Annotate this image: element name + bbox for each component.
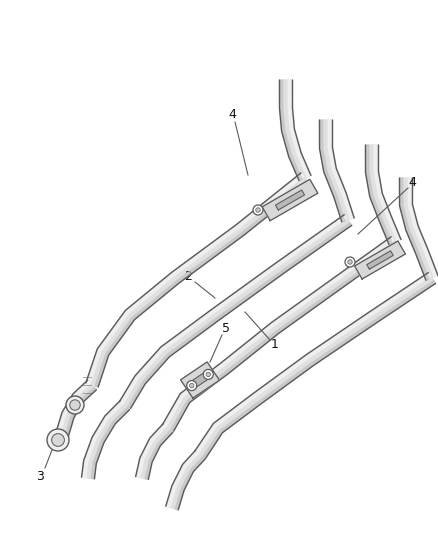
Polygon shape — [180, 362, 219, 398]
Polygon shape — [203, 281, 435, 458]
Polygon shape — [167, 451, 198, 507]
Polygon shape — [95, 181, 309, 387]
Circle shape — [256, 208, 260, 212]
Polygon shape — [83, 401, 124, 478]
Polygon shape — [87, 174, 304, 384]
Polygon shape — [366, 145, 392, 244]
Text: 5: 5 — [222, 321, 230, 335]
Polygon shape — [162, 237, 399, 431]
Polygon shape — [81, 400, 130, 479]
Polygon shape — [65, 387, 96, 437]
Polygon shape — [196, 274, 431, 454]
Circle shape — [345, 257, 355, 267]
Circle shape — [66, 396, 84, 414]
Circle shape — [206, 372, 211, 377]
Polygon shape — [175, 457, 204, 510]
Polygon shape — [262, 179, 318, 221]
Polygon shape — [399, 178, 438, 280]
Text: 2: 2 — [184, 270, 192, 282]
Polygon shape — [191, 372, 209, 388]
Circle shape — [47, 429, 69, 451]
Polygon shape — [288, 80, 310, 177]
Polygon shape — [166, 450, 205, 510]
Circle shape — [70, 400, 80, 410]
Polygon shape — [367, 251, 393, 269]
Polygon shape — [145, 430, 172, 479]
Circle shape — [253, 205, 263, 215]
Polygon shape — [194, 272, 436, 458]
Polygon shape — [137, 425, 166, 478]
Text: 4: 4 — [228, 109, 236, 122]
Polygon shape — [91, 407, 129, 479]
Polygon shape — [57, 382, 91, 434]
Text: 1: 1 — [271, 338, 279, 351]
Polygon shape — [120, 215, 352, 408]
Polygon shape — [355, 241, 406, 279]
Polygon shape — [128, 223, 351, 408]
Polygon shape — [171, 245, 399, 431]
Polygon shape — [328, 120, 353, 219]
Polygon shape — [320, 120, 345, 222]
Polygon shape — [121, 216, 347, 404]
Circle shape — [187, 381, 197, 391]
Polygon shape — [374, 145, 399, 241]
Polygon shape — [280, 80, 302, 180]
Circle shape — [203, 369, 213, 379]
Polygon shape — [365, 145, 401, 245]
Polygon shape — [164, 238, 394, 427]
Polygon shape — [276, 190, 304, 210]
Polygon shape — [56, 380, 96, 437]
Text: 3: 3 — [36, 471, 44, 483]
Polygon shape — [400, 178, 429, 280]
Text: 4: 4 — [408, 175, 416, 189]
Polygon shape — [319, 120, 354, 222]
Polygon shape — [408, 178, 437, 277]
Circle shape — [52, 434, 64, 446]
Circle shape — [348, 260, 352, 264]
Polygon shape — [86, 173, 309, 387]
Polygon shape — [279, 80, 311, 181]
Circle shape — [190, 383, 194, 388]
Polygon shape — [136, 424, 173, 479]
